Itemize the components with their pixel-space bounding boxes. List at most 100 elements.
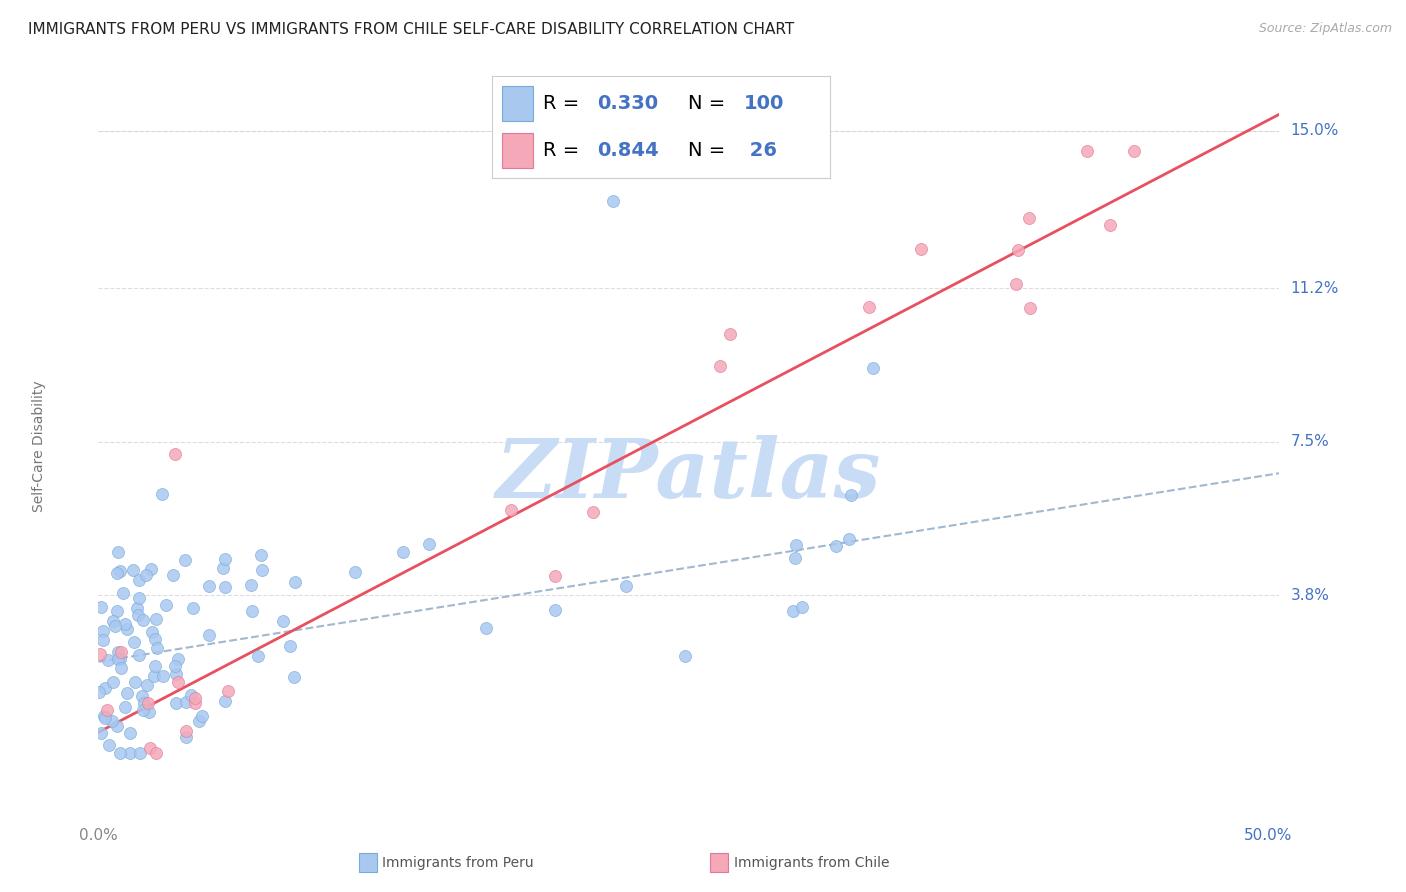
Text: 7.5%: 7.5% — [1291, 434, 1329, 450]
Point — [582, 505, 605, 519]
Point — [283, 670, 305, 684]
Point — [129, 746, 152, 760]
Point — [136, 678, 159, 692]
Point — [145, 746, 167, 760]
Point — [190, 708, 212, 723]
Point — [128, 573, 150, 587]
Point — [249, 548, 271, 562]
Point — [103, 619, 125, 633]
Point — [1018, 211, 1040, 225]
Point — [110, 746, 132, 760]
Point — [115, 686, 138, 700]
Point — [252, 563, 274, 577]
Point — [862, 361, 884, 376]
Point — [240, 577, 263, 591]
Point — [271, 615, 294, 629]
Point — [214, 580, 236, 594]
Point — [143, 668, 166, 682]
Point — [105, 604, 128, 618]
Point — [93, 708, 115, 723]
Text: R =: R = — [543, 141, 585, 161]
Point — [120, 725, 142, 739]
Point — [132, 696, 155, 710]
Point — [107, 645, 129, 659]
Point — [125, 600, 148, 615]
Point — [122, 635, 145, 649]
Point — [128, 591, 150, 605]
Point — [718, 327, 741, 342]
Point — [214, 552, 236, 566]
Point — [143, 632, 166, 647]
Point — [284, 575, 307, 590]
Point — [131, 613, 153, 627]
Point — [838, 533, 860, 547]
Point — [107, 545, 129, 559]
Point — [614, 579, 637, 593]
Point — [127, 607, 149, 622]
Text: Immigrants from Peru: Immigrants from Peru — [382, 855, 534, 870]
Point — [114, 617, 136, 632]
Point — [89, 647, 111, 661]
Point — [278, 639, 301, 653]
Point — [91, 624, 114, 639]
Point — [97, 653, 120, 667]
Point — [1076, 145, 1098, 159]
Text: 3.8%: 3.8% — [1291, 588, 1330, 603]
Point — [100, 714, 122, 729]
Point — [174, 695, 197, 709]
Bar — [502, 87, 533, 121]
Point — [141, 624, 163, 639]
Point — [143, 658, 166, 673]
Text: Immigrants from Chile: Immigrants from Chile — [734, 855, 890, 870]
Point — [128, 648, 150, 662]
Point — [105, 718, 128, 732]
Point — [675, 648, 697, 663]
Point — [122, 563, 145, 577]
Text: N =: N = — [688, 141, 731, 161]
Point — [110, 564, 132, 578]
Point — [475, 621, 498, 635]
Point — [136, 696, 159, 710]
Point — [197, 578, 219, 592]
Point — [98, 738, 121, 752]
Point — [163, 658, 186, 673]
Point — [91, 632, 114, 647]
Point — [343, 566, 366, 580]
Point — [165, 697, 187, 711]
Point — [152, 486, 174, 500]
Point — [163, 447, 186, 461]
Point — [1004, 277, 1026, 291]
Point — [709, 359, 731, 373]
Text: 50.0%: 50.0% — [1243, 828, 1292, 843]
Point — [499, 503, 522, 517]
Text: 15.0%: 15.0% — [1291, 123, 1339, 138]
Point — [841, 488, 863, 502]
Point — [910, 243, 932, 257]
Point — [602, 194, 624, 209]
Point — [418, 537, 440, 551]
Point — [94, 681, 117, 695]
Text: Source: ZipAtlas.com: Source: ZipAtlas.com — [1258, 22, 1392, 36]
Point — [217, 684, 239, 698]
Text: 0.330: 0.330 — [596, 94, 658, 113]
Point — [96, 703, 118, 717]
Text: ZIPatlas: ZIPatlas — [496, 434, 882, 515]
Point — [782, 604, 804, 618]
Text: 26: 26 — [744, 141, 778, 161]
Point — [184, 691, 207, 706]
Point — [392, 545, 415, 559]
Point — [124, 675, 146, 690]
Text: 100: 100 — [744, 94, 785, 113]
Point — [174, 553, 197, 567]
Point — [174, 731, 197, 745]
Point — [110, 644, 132, 658]
Point — [240, 604, 263, 618]
Point — [139, 561, 162, 575]
Point — [135, 568, 157, 582]
Text: 0.844: 0.844 — [596, 141, 658, 161]
Point — [138, 706, 160, 720]
Point — [247, 649, 270, 664]
Point — [544, 603, 567, 617]
Text: Self-Care Disability: Self-Care Disability — [32, 380, 46, 512]
Point — [858, 300, 880, 314]
